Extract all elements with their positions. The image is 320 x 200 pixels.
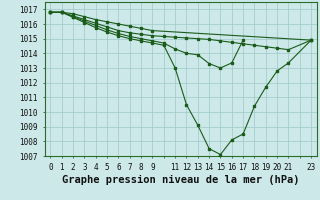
X-axis label: Graphe pression niveau de la mer (hPa): Graphe pression niveau de la mer (hPa)	[62, 175, 300, 185]
